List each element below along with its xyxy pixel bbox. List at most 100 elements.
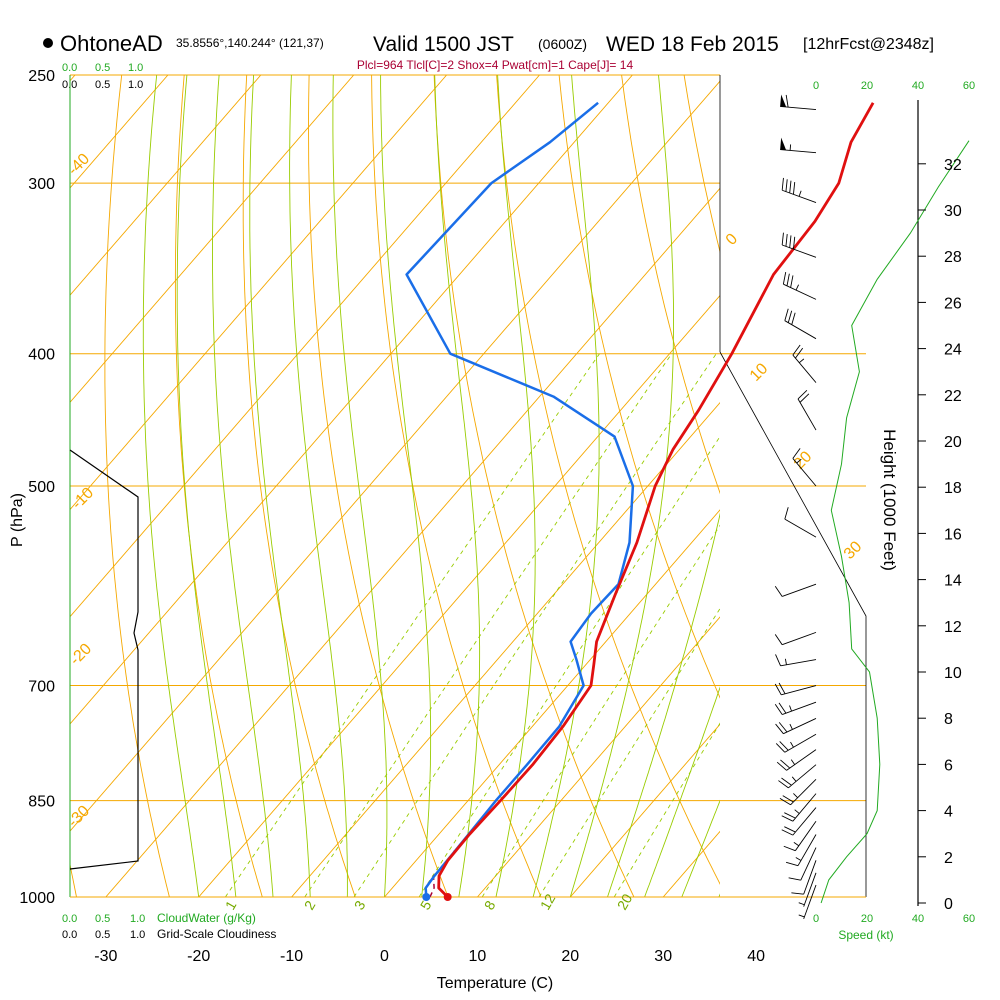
surface-dewpoint-dot [422, 893, 431, 901]
pressure-tick-label: 400 [28, 347, 55, 364]
wind-barb-full [774, 585, 783, 597]
pressure-tick-label: 700 [28, 679, 55, 696]
wind-barb-shaft [780, 105, 817, 110]
dry-adiabat-line [496, 75, 720, 885]
speed-top-tick-3: 60 [963, 80, 975, 92]
height-tick-label: 8 [944, 711, 953, 728]
moist-adiabat-line [212, 75, 274, 897]
wind-barb-full [786, 273, 790, 286]
moist-adiabat-line [495, 75, 536, 897]
forecast-run: [12hrFcst@2348z] [803, 36, 934, 53]
wind-barb-full [785, 234, 788, 247]
cloudwater-top-tick-0: 0.0 [62, 62, 77, 74]
wind-barb-half [791, 776, 797, 782]
dry-adiabat-line [104, 75, 170, 897]
cloudwater-top-tick-2: 1.0 [128, 62, 143, 74]
wind-barb [774, 583, 817, 597]
thermo-background [70, 51, 1000, 926]
wind-barb [776, 749, 817, 771]
height-tick-label: 20 [944, 434, 962, 451]
isotherm-line [70, 75, 355, 404]
x-tick-label: -30 [94, 948, 117, 965]
wind-barb-full [791, 312, 796, 325]
wind-barb-full [790, 275, 794, 288]
mixing-ratio-line [538, 607, 720, 897]
wind-barb-half [789, 144, 792, 151]
wind-barb [792, 448, 817, 487]
height-tick-label: 12 [944, 619, 962, 636]
wind-barb-half [798, 358, 805, 364]
moist-adiabat-label: 12 [537, 891, 559, 913]
x-axis-title: Temperature (C) [437, 975, 553, 992]
wind-barb-full [778, 702, 787, 714]
wind-barb-full [774, 683, 782, 696]
surface-temperature-dot [443, 893, 452, 901]
wind-barb-shaft [780, 659, 817, 667]
cloudwater-bottom-tick-2: 1.0 [130, 913, 145, 925]
wind-barb [785, 834, 817, 867]
isotherm-line [105, 187, 720, 897]
isotherm-line [70, 75, 633, 725]
moist-adiabat-label: 8 [481, 898, 499, 913]
height-tick-label: 14 [944, 573, 962, 590]
moist-adiabat-label: 20 [614, 891, 636, 913]
wind-barb [775, 654, 817, 667]
wind-barb-half [793, 841, 800, 847]
wind-barb-shaft [797, 834, 817, 866]
wind-barb-half [784, 658, 787, 665]
header: OhtoneAD 35.8556°,140.244° (121,37) Vali… [43, 31, 934, 72]
moist-adiabat-label: 3 [351, 898, 369, 913]
speed-scale-label: Speed (kt) [838, 928, 893, 942]
wind-barb-shaft [803, 872, 817, 907]
wind-barb [778, 764, 817, 789]
wind-barb-full [787, 310, 793, 323]
wind-barb-full [779, 798, 791, 806]
dry-adiabat-line [174, 75, 263, 897]
wind-barb-full [784, 507, 789, 520]
isotherm-line [70, 75, 447, 511]
wind-barb-shaft [803, 884, 817, 920]
height-tick-label: 24 [944, 342, 962, 359]
wind-barb-half [798, 902, 805, 906]
wind-barb [781, 793, 817, 822]
y-axis-title: P (hPa) [9, 493, 26, 547]
mixing-ratio-line [613, 722, 720, 897]
frame-lines [69, 75, 919, 906]
moist-adiabat-line [569, 75, 674, 897]
wind-barb-shaft [800, 847, 817, 881]
isotherm-line [198, 294, 720, 897]
speed-top-tick-0: 0 [813, 80, 819, 92]
wind-barb-full [778, 722, 788, 733]
moist-adiabat-line [532, 75, 600, 897]
isotherm-line [70, 75, 262, 296]
pressure-tick-label: 850 [28, 794, 55, 811]
wind-barb-shaft [788, 764, 817, 789]
wind-barb-half [796, 458, 802, 464]
wind-barb [775, 733, 817, 753]
pressure-tick-label: 1000 [19, 890, 55, 907]
moist-adiabat-label: 2 [301, 898, 319, 913]
x-tick-label: -10 [280, 948, 303, 965]
wind-barb-shaft [782, 583, 817, 597]
isotherm-line [849, 75, 1000, 897]
isobar-lines [70, 74, 866, 898]
dry-adiabat-line [371, 75, 542, 897]
wind-barb-shaft [797, 398, 817, 431]
wind-barb-full [782, 271, 787, 285]
wind-barb-full [774, 704, 783, 715]
moist-adiabat-line [681, 799, 720, 897]
wind-panel-border [719, 351, 867, 897]
wind-barb-full [778, 780, 789, 789]
height-tick-label: 28 [944, 249, 962, 266]
x-tick-label: 30 [654, 948, 672, 965]
wind-barb [780, 137, 817, 154]
wind-barb-full [776, 761, 787, 771]
isotherm-line [70, 75, 540, 618]
speed-top-tick-1: 20 [861, 80, 873, 92]
isotherm-line [70, 80, 720, 832]
wind-barb-full [781, 777, 792, 786]
bottom-scales: 0.0 0.5 1.0 CloudWater (g/Kg) 0.0 0.5 1.… [62, 911, 975, 942]
dry-adiabat-line [804, 51, 1000, 926]
wind-barb-shaft [784, 320, 817, 340]
mixing-ratio-line [418, 435, 720, 897]
